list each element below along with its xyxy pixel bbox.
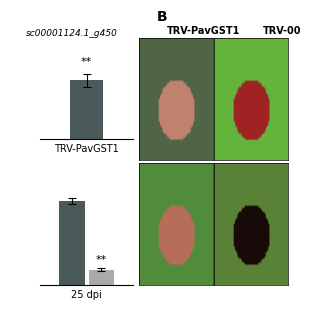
Text: B: B (157, 10, 167, 24)
Text: **: ** (81, 57, 92, 67)
Bar (59, 201, 84, 285)
Bar (70, 80, 103, 139)
Text: **: ** (96, 255, 107, 265)
Text: sc00001124.1_g450: sc00001124.1_g450 (26, 28, 118, 38)
Text: TRV-00: TRV-00 (262, 26, 301, 36)
Text: TRV-PavGST1: TRV-PavGST1 (166, 26, 240, 36)
Bar (89, 270, 114, 285)
